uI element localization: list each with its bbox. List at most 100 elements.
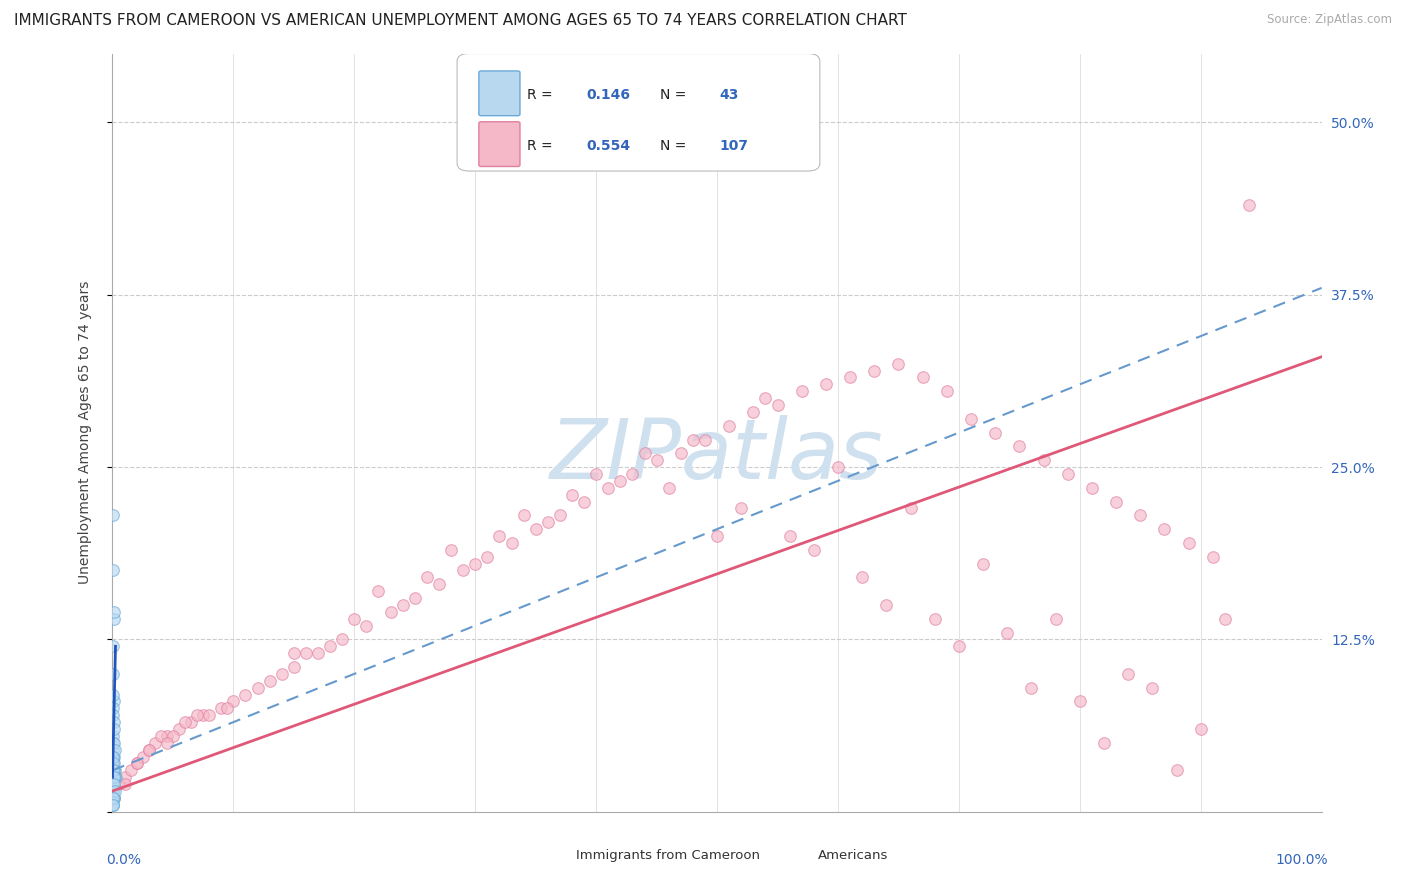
Point bbox=[103, 791, 125, 805]
Point bbox=[440, 542, 463, 557]
Point bbox=[1202, 549, 1225, 564]
Point bbox=[138, 742, 160, 756]
Point bbox=[1116, 666, 1139, 681]
Point bbox=[103, 797, 125, 812]
Point bbox=[827, 460, 849, 475]
Point bbox=[125, 756, 148, 771]
Point bbox=[103, 770, 125, 784]
Point bbox=[259, 673, 281, 688]
Point bbox=[198, 708, 221, 723]
Point bbox=[103, 715, 125, 730]
Text: 100.0%: 100.0% bbox=[1275, 854, 1327, 867]
Point bbox=[863, 363, 886, 377]
Point bbox=[103, 784, 125, 798]
Text: Immigrants from Cameroon: Immigrants from Cameroon bbox=[575, 849, 759, 863]
Point bbox=[101, 701, 124, 715]
Point bbox=[572, 494, 595, 508]
Text: R =: R = bbox=[527, 88, 557, 103]
Point bbox=[706, 529, 728, 543]
Point bbox=[585, 467, 607, 481]
Point bbox=[537, 515, 560, 529]
Point bbox=[1153, 522, 1175, 536]
Point bbox=[501, 536, 523, 550]
Point bbox=[101, 736, 124, 750]
Point bbox=[464, 557, 486, 571]
Point bbox=[754, 391, 776, 405]
Point bbox=[295, 646, 318, 660]
Point bbox=[103, 736, 125, 750]
Point bbox=[1032, 453, 1054, 467]
Text: N =: N = bbox=[661, 88, 690, 103]
Point bbox=[186, 708, 208, 723]
Point bbox=[682, 433, 704, 447]
Point bbox=[103, 770, 125, 784]
Point bbox=[246, 681, 269, 695]
FancyBboxPatch shape bbox=[775, 844, 810, 868]
Point bbox=[114, 777, 136, 791]
Point bbox=[143, 736, 166, 750]
Point bbox=[814, 377, 837, 392]
Point bbox=[935, 384, 957, 399]
Point bbox=[103, 791, 125, 805]
FancyBboxPatch shape bbox=[479, 122, 520, 167]
Point bbox=[101, 666, 124, 681]
Point bbox=[658, 481, 681, 495]
Point bbox=[416, 570, 439, 584]
Point bbox=[270, 666, 292, 681]
Text: 0.146: 0.146 bbox=[586, 88, 630, 103]
Point bbox=[803, 542, 825, 557]
Point bbox=[103, 612, 125, 626]
Point bbox=[1092, 736, 1115, 750]
Point bbox=[180, 715, 202, 730]
Point bbox=[451, 564, 474, 578]
Point bbox=[1166, 764, 1188, 778]
Point bbox=[191, 708, 215, 723]
Text: R =: R = bbox=[527, 139, 557, 153]
Text: 107: 107 bbox=[720, 139, 748, 153]
Point bbox=[972, 557, 994, 571]
Point bbox=[103, 694, 125, 708]
Point bbox=[104, 770, 127, 784]
Text: ZIPatlas: ZIPatlas bbox=[550, 415, 884, 496]
Point bbox=[283, 646, 305, 660]
Point bbox=[101, 777, 124, 791]
Point bbox=[103, 749, 125, 764]
Point bbox=[101, 764, 124, 778]
Point bbox=[209, 701, 232, 715]
Point bbox=[948, 640, 970, 654]
Point bbox=[851, 570, 873, 584]
Point bbox=[995, 625, 1018, 640]
Point bbox=[103, 688, 125, 702]
Point bbox=[167, 722, 190, 736]
Point bbox=[343, 612, 366, 626]
Point bbox=[730, 501, 752, 516]
Point bbox=[235, 688, 257, 702]
Point bbox=[524, 522, 547, 536]
Point bbox=[1237, 198, 1260, 212]
FancyBboxPatch shape bbox=[457, 54, 820, 171]
Point bbox=[132, 749, 155, 764]
Point bbox=[779, 529, 801, 543]
Point bbox=[1213, 612, 1236, 626]
Point bbox=[609, 474, 631, 488]
FancyBboxPatch shape bbox=[533, 844, 568, 868]
Point bbox=[488, 529, 510, 543]
Point bbox=[1105, 494, 1128, 508]
Point bbox=[330, 632, 353, 647]
Point bbox=[1056, 467, 1078, 481]
Point bbox=[598, 481, 620, 495]
Point bbox=[149, 729, 172, 743]
Point bbox=[125, 756, 148, 771]
Point bbox=[391, 598, 413, 612]
Point bbox=[101, 784, 124, 798]
Point bbox=[1142, 681, 1164, 695]
Point bbox=[217, 701, 239, 715]
Point bbox=[742, 405, 765, 419]
Point bbox=[561, 488, 583, 502]
Point bbox=[103, 756, 125, 771]
Text: 0.0%: 0.0% bbox=[107, 854, 142, 867]
Point bbox=[319, 640, 342, 654]
Point bbox=[114, 770, 136, 784]
Point bbox=[1189, 722, 1212, 736]
Point bbox=[103, 722, 125, 736]
